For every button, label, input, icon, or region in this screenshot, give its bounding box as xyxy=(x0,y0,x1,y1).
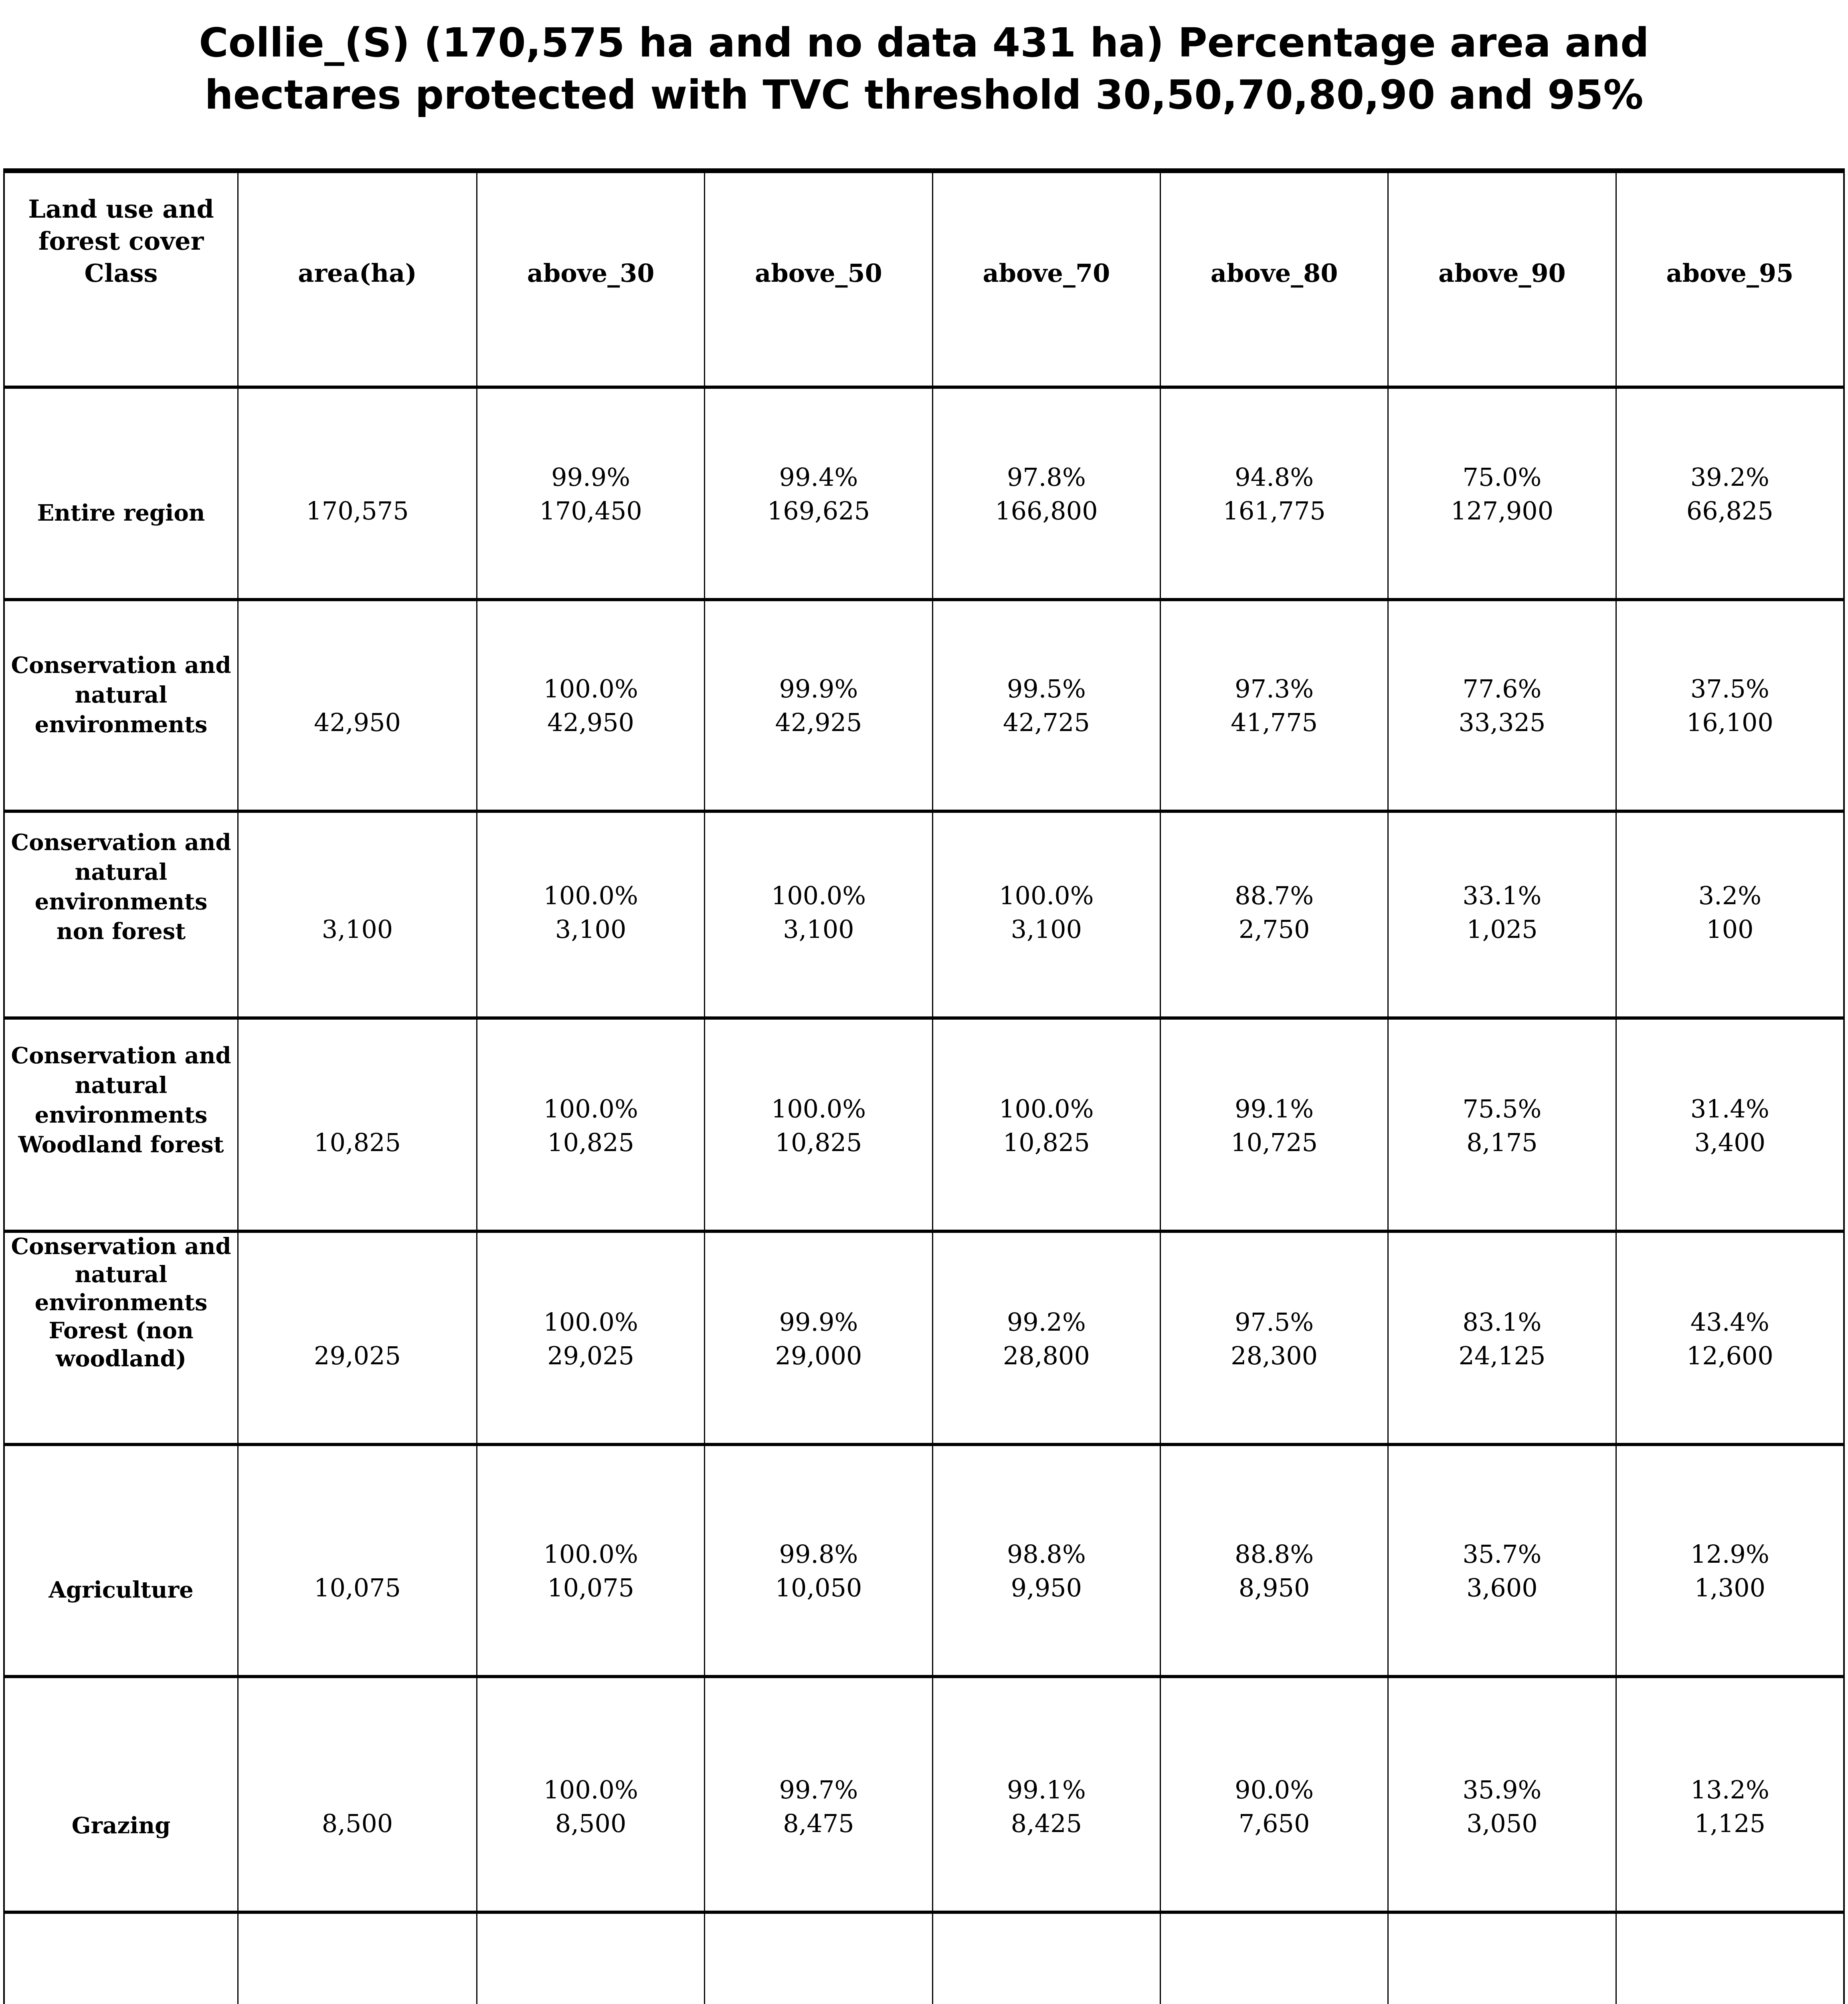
col-header-above30: above_30 xyxy=(476,173,704,386)
value-cell: 100.0% 10,825 xyxy=(704,1016,932,1230)
page-title: Collie_(S) (170,575 ha and no data 431 h… xyxy=(0,17,1848,121)
value-cell: 89.9%7,525 xyxy=(1159,1911,1388,2004)
landuse-protection-table: Land use and forest cover Class area(ha)… xyxy=(3,168,1845,2004)
value-cell: 100.0% 10,825 xyxy=(476,1016,704,1230)
value-cell: 99.8% 10,050 xyxy=(704,1443,932,1675)
area-cell: 170,575 xyxy=(237,386,476,598)
value-cell: 99.7% 8,475 xyxy=(704,1675,932,1911)
area-cell: 3,100 xyxy=(237,810,476,1016)
value-cell: 97.3% 41,775 xyxy=(1159,598,1388,810)
value-cell: 99.1% 8,425 xyxy=(932,1675,1160,1911)
row-label: Entire region xyxy=(5,386,237,598)
value-cell: 97.8% 166,800 xyxy=(932,386,1160,598)
value-cell: 100.0% 42,950 xyxy=(476,598,704,810)
area-cell: 42,950 xyxy=(237,598,476,810)
value-cell: 99.2% 28,800 xyxy=(932,1230,1160,1443)
value-cell: 97.5% 28,300 xyxy=(1159,1230,1388,1443)
col-header-above80: above_80 xyxy=(1159,173,1387,386)
col-header-above70: above_70 xyxy=(932,173,1160,386)
value-cell: 39.2% 66,825 xyxy=(1615,386,1843,598)
value-cell: 31.4% 3,400 xyxy=(1615,1016,1843,1230)
value-cell: 88.7% 2,750 xyxy=(1159,810,1388,1016)
col-header-class: Land use and forest cover Class xyxy=(28,194,214,288)
value-cell: 99.4% 169,625 xyxy=(704,386,932,598)
value-cell: 12.9% 1,300 xyxy=(1615,1443,1843,1675)
col-header-above95: above_95 xyxy=(1615,173,1843,386)
area-cell: 10,825 xyxy=(237,1016,476,1230)
value-cell: 100.0% 8,500 xyxy=(476,1675,704,1911)
value-cell: 33.1% 1,025 xyxy=(1387,810,1615,1016)
value-cell: 99.9% 29,000 xyxy=(704,1230,932,1443)
col-header-above50: above_50 xyxy=(704,173,932,386)
value-cell: 77.6% 33,325 xyxy=(1387,598,1615,810)
value-cell: 12.8%1,075 xyxy=(1615,1911,1843,2004)
value-cell: 100.0% 3,100 xyxy=(704,810,932,1016)
value-cell: 37.5% 16,100 xyxy=(1615,598,1843,810)
value-cell: 99.1%8,300 xyxy=(932,1911,1160,2004)
row-label: Conservation and natural environments no… xyxy=(5,810,237,1016)
value-cell: 75.5% 8,175 xyxy=(1387,1016,1615,1230)
value-cell: 35.7% 3,600 xyxy=(1387,1443,1615,1675)
value-cell: 98.8% 9,950 xyxy=(932,1443,1160,1675)
row-label: Grazing non forest xyxy=(5,1911,237,2004)
value-cell: 99.7%8,350 xyxy=(704,1911,932,2004)
value-cell: 94.8% 161,775 xyxy=(1159,386,1388,598)
row-label: Agriculture xyxy=(5,1443,237,1675)
value-cell: 90.0% 7,650 xyxy=(1159,1675,1388,1911)
value-cell: 99.5% 42,725 xyxy=(932,598,1160,810)
page-title-line2: hectares protected with TVC threshold 30… xyxy=(204,71,1644,118)
col-header-area: area(ha) xyxy=(237,173,476,386)
row-label: Grazing xyxy=(5,1675,237,1911)
value-cell: 3.2% 100 xyxy=(1615,810,1843,1016)
page-title-line1: Collie_(S) (170,575 ha and no data 431 h… xyxy=(199,19,1649,66)
row-label: Conservation and natural environments xyxy=(5,598,237,810)
value-cell: 100.0% 10,075 xyxy=(476,1443,704,1675)
value-cell: 43.4% 12,600 xyxy=(1615,1230,1843,1443)
row-label: Conservation and natural environments Fo… xyxy=(5,1230,237,1443)
value-cell: 75.0% 127,900 xyxy=(1387,386,1615,598)
value-cell: 100.0% 3,100 xyxy=(476,810,704,1016)
value-cell: 99.1% 10,725 xyxy=(1159,1016,1388,1230)
area-cell: 10,075 xyxy=(237,1443,476,1675)
value-cell: 35.9% 3,050 xyxy=(1387,1675,1615,1911)
row-label: Conservation and natural environments Wo… xyxy=(5,1016,237,1230)
value-cell: 100.0% 10,825 xyxy=(932,1016,1160,1230)
area-cell: 29,025 xyxy=(237,1230,476,1443)
area-cell: 8,500 xyxy=(237,1675,476,1911)
area-cell: 8,375 xyxy=(237,1911,476,2004)
value-cell: 100.0% 3,100 xyxy=(932,810,1160,1016)
value-cell: 88.8% 8,950 xyxy=(1159,1443,1388,1675)
value-cell: 99.9% 170,450 xyxy=(476,386,704,598)
value-cell: 100.0%8,375 xyxy=(476,1911,704,2004)
value-cell: 35.2%2,950 xyxy=(1387,1911,1615,2004)
value-cell: 83.1% 24,125 xyxy=(1387,1230,1615,1443)
value-cell: 13.2% 1,125 xyxy=(1615,1675,1843,1911)
value-cell: 100.0% 29,025 xyxy=(476,1230,704,1443)
col-header-above90: above_90 xyxy=(1387,173,1615,386)
value-cell: 99.9% 42,925 xyxy=(704,598,932,810)
